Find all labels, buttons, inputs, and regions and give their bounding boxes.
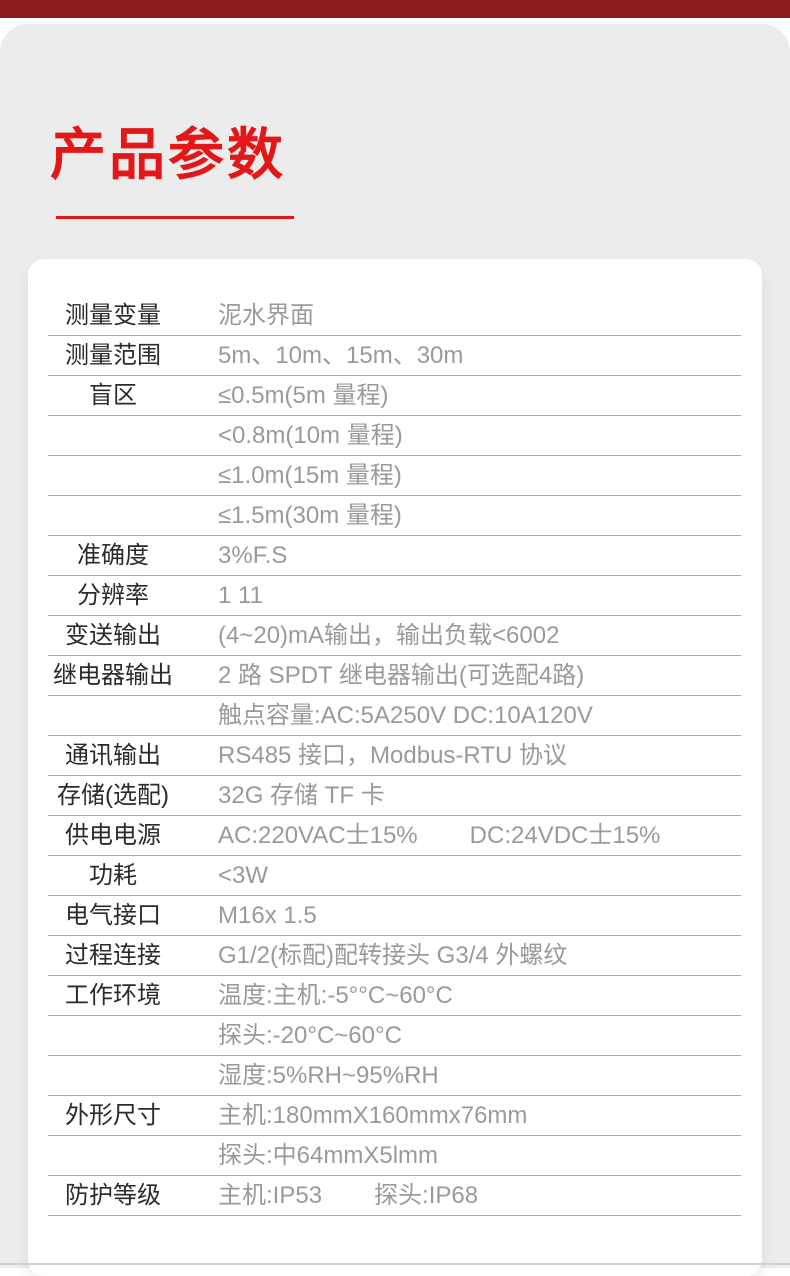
table-row: 外形尺寸 主机:180mmX160mmx76mm bbox=[48, 1096, 741, 1136]
param-value-text: 主机:180mmX160mmx76mm bbox=[218, 1102, 528, 1129]
param-value: 3%F.S bbox=[178, 536, 741, 575]
param-value-text: 2 路 SPDT 继电器输出(可选配4路) bbox=[218, 662, 585, 689]
param-value-text: 湿度:5%RH~95%RH bbox=[218, 1062, 439, 1089]
param-value-text: 3%F.S bbox=[218, 542, 288, 569]
param-value-text: 探头:中64mmX5lmm bbox=[218, 1142, 439, 1169]
param-value-text: 触点容量:AC:5A250V DC:10A120V bbox=[218, 702, 593, 729]
param-value-text-secondary: 探头:IP68 bbox=[374, 1182, 479, 1209]
table-row: 电气接口 M16x 1.5 bbox=[48, 896, 741, 936]
table-row: 工作环境 温度:主机:-5°°C~60°C bbox=[48, 976, 741, 1016]
param-value: 2 路 SPDT 继电器输出(可选配4路) bbox=[178, 656, 741, 695]
param-label: 分辨率 bbox=[77, 582, 149, 609]
param-value: G1/2(标配)配转接头 G3/4 外螺纹 bbox=[178, 936, 741, 975]
param-value-text: 32G 存储 TF 卡 bbox=[218, 782, 385, 809]
param-label: 继电器输出 bbox=[53, 662, 173, 689]
param-label: 过程连接 bbox=[65, 942, 161, 969]
param-label: 变送输出 bbox=[65, 622, 161, 649]
param-value: 湿度:5%RH~95%RH bbox=[178, 1056, 741, 1095]
param-value: ≤0.5m(5m 量程) bbox=[178, 376, 741, 415]
param-value-text: 主机:IP53 bbox=[218, 1182, 323, 1209]
table-row: 通讯输出 RS485 接口，Modbus-RTU 协议 bbox=[48, 736, 741, 776]
param-value: AC:220VAC士15% DC:24VDC士15% bbox=[178, 816, 741, 855]
table-row: 功耗 <3W bbox=[48, 856, 741, 896]
table-row: <0.8m(10m 量程) bbox=[48, 416, 741, 456]
param-value: 主机:180mmX160mmx76mm bbox=[178, 1096, 741, 1135]
param-value-text-secondary: DC:24VDC士15% bbox=[469, 822, 661, 849]
param-value: <3W bbox=[178, 856, 741, 895]
table-row: 探头:-20°C~60°C bbox=[48, 1016, 741, 1056]
title-underline bbox=[56, 216, 294, 219]
param-value: (4~20)mA输出，输出负载<6002 bbox=[178, 616, 741, 655]
param-label: 通讯输出 bbox=[65, 742, 161, 769]
param-value: 探头:中64mmX5lmm bbox=[178, 1136, 741, 1175]
table-row: 继电器输出 2 路 SPDT 继电器输出(可选配4路) bbox=[48, 656, 741, 696]
param-value: 32G 存储 TF 卡 bbox=[178, 776, 741, 815]
param-value-text: G1/2(标配)配转接头 G3/4 外螺纹 bbox=[218, 942, 568, 969]
spec-card: 测量变量 泥水界面测量范围 5m、10m、15m、30m 盲区 ≤0.5m(5m 量程)… bbox=[28, 259, 762, 1276]
param-label: 工作环境 bbox=[65, 982, 161, 1009]
param-value: 探头:-20°C~60°C bbox=[178, 1016, 741, 1055]
table-row: 测量变量 泥水界面 bbox=[48, 296, 741, 336]
param-value-text: ≤1.0m(15m 量程) bbox=[218, 462, 402, 489]
param-label: 测量范围 bbox=[65, 342, 161, 369]
spec-table: 测量变量 泥水界面测量范围 5m、10m、15m、30m 盲区 ≤0.5m(5m 量程)… bbox=[48, 296, 741, 1216]
table-row: 触点容量:AC:5A250V DC:10A120V bbox=[48, 696, 741, 736]
table-row: 湿度:5%RH~95%RH bbox=[48, 1056, 741, 1096]
param-value-text: ≤0.5m(5m 量程) bbox=[218, 382, 389, 409]
param-label: 存储(选配) bbox=[57, 782, 169, 809]
table-row: 准确度 3%F.S bbox=[48, 536, 741, 576]
param-value: RS485 接口，Modbus-RTU 协议 bbox=[178, 736, 741, 775]
table-row: 变送输出 (4~20)mA输出，输出负载<6002 bbox=[48, 616, 741, 656]
content-panel: 产品参数 测量变量 泥水界面测量范围 5m、10m、15m、30m 盲区 ≤0.5m(5… bbox=[0, 24, 790, 1276]
param-value: ≤1.5m(30m 量程) bbox=[178, 496, 741, 535]
param-value: 触点容量:AC:5A250V DC:10A120V bbox=[178, 696, 741, 735]
param-value-text: AC:220VAC士15% bbox=[218, 822, 418, 849]
param-label: 防护等级 bbox=[65, 1182, 161, 1209]
param-value: 5m、10m、15m、30m bbox=[178, 336, 741, 375]
param-label: 供电电源 bbox=[65, 822, 161, 849]
table-row: 供电电源 AC:220VAC士15% DC:24VDC士15% bbox=[48, 816, 741, 856]
param-label: 电气接口 bbox=[65, 902, 161, 929]
param-value: 主机:IP53 探头:IP68 bbox=[178, 1176, 741, 1215]
param-value: 1 11 bbox=[178, 576, 741, 615]
param-value-text: ≤1.5m(30m 量程) bbox=[218, 502, 402, 529]
param-value: 温度:主机:-5°°C~60°C bbox=[178, 976, 741, 1015]
param-value: ≤1.0m(15m 量程) bbox=[178, 456, 741, 495]
param-value-text: RS485 接口，Modbus-RTU 协议 bbox=[218, 742, 567, 769]
param-label: 功耗 bbox=[89, 862, 137, 889]
table-row: 测量范围 5m、10m、15m、30m bbox=[48, 336, 741, 376]
table-row: 探头:中64mmX5lmm bbox=[48, 1136, 741, 1176]
param-value-text: 探头:-20°C~60°C bbox=[218, 1022, 402, 1049]
page-title: 产品参数 bbox=[50, 123, 286, 186]
table-row: 存储(选配) 32G 存储 TF 卡 bbox=[48, 776, 741, 816]
param-label: 外形尺寸 bbox=[65, 1102, 161, 1129]
param-value: 泥水界面 bbox=[178, 296, 741, 335]
table-row: 过程连接 G1/2(标配)配转接头 G3/4 外螺纹 bbox=[48, 936, 741, 976]
top-accent-bar bbox=[0, 0, 790, 18]
param-value: <0.8m(10m 量程) bbox=[178, 416, 741, 455]
param-value: M16x 1.5 bbox=[178, 896, 741, 935]
param-value-text: 5m、10m、15m、30m bbox=[218, 342, 464, 369]
param-label: 盲区 bbox=[89, 382, 137, 409]
param-value-text: 1 11 bbox=[218, 582, 263, 609]
param-label: 准确度 bbox=[77, 542, 149, 569]
table-row: ≤1.5m(30m 量程) bbox=[48, 496, 741, 536]
param-value-text: 泥水界面 bbox=[218, 302, 314, 329]
table-row: ≤1.0m(15m 量程) bbox=[48, 456, 741, 496]
param-value-text: M16x 1.5 bbox=[218, 902, 317, 929]
param-value-text: <0.8m(10m 量程) bbox=[218, 422, 403, 449]
param-value-text: (4~20)mA输出，输出负载<6002 bbox=[218, 622, 560, 649]
param-value-text: 温度:主机:-5°°C~60°C bbox=[218, 982, 453, 1009]
bottom-divider-line bbox=[0, 1263, 790, 1265]
table-row: 分辨率 1 11 bbox=[48, 576, 741, 616]
param-label: 测量变量 bbox=[65, 302, 161, 329]
table-row: 盲区 ≤0.5m(5m 量程) bbox=[48, 376, 741, 416]
table-row: 防护等级 主机:IP53 探头:IP68 bbox=[48, 1176, 741, 1216]
param-value-text: <3W bbox=[218, 862, 269, 889]
